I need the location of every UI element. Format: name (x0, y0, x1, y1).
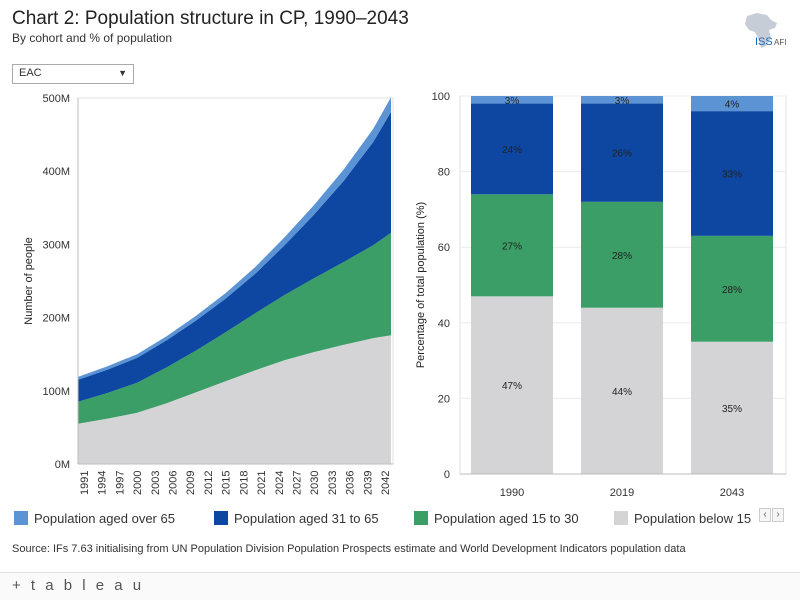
tableau-footer: + t a b l e a u (0, 572, 800, 600)
bar-data-label: 24% (502, 145, 522, 156)
area-x-tick: 2012 (203, 471, 215, 495)
area-y-tick: 400M (42, 166, 70, 178)
bar-segment (691, 111, 773, 236)
chart-title: Chart 2: Population structure in CP, 199… (12, 8, 409, 29)
bar-y-tick: 60 (438, 242, 450, 254)
legend-swatch-below-15 (614, 511, 628, 525)
bar-segment (471, 96, 553, 104)
region-dropdown-value: EAC (19, 67, 42, 79)
area-x-tick: 2009 (185, 471, 197, 495)
legend-next-button[interactable]: › (772, 508, 784, 522)
bar-y-tick: 100 (432, 91, 450, 103)
chart-subtitle: By cohort and % of population (12, 31, 173, 45)
bar-x-tick: 1990 (500, 487, 524, 499)
area-x-tick: 2003 (150, 471, 162, 495)
legend-swatch-over-65 (14, 511, 28, 525)
legend-swatch-31-65 (214, 511, 228, 525)
legend-label: Population aged 31 to 65 (234, 511, 379, 526)
bar-data-label: 47% (502, 381, 522, 392)
bar-segment (581, 307, 663, 474)
area-x-tick: 2042 (380, 471, 392, 495)
area-x-tick: 2021 (256, 471, 268, 495)
legend-prev-button[interactable]: ‹ (759, 508, 771, 522)
area-x-tick: 1994 (97, 471, 109, 495)
bar-data-label: 28% (612, 251, 632, 262)
bar-y-tick: 40 (438, 318, 450, 330)
bar-segment (581, 96, 663, 104)
area-x-tick: 1991 (79, 471, 91, 495)
area-y-axis-title: Number of people (23, 237, 35, 324)
tableau-logo[interactable]: + t a b l e a u (12, 577, 145, 594)
area-y-tick: 300M (42, 239, 70, 251)
legend-swatch-15-30 (414, 511, 428, 525)
bar-segment (691, 235, 773, 342)
bar-segment (691, 96, 773, 112)
bar-x-tick: 2043 (720, 487, 744, 499)
bar-data-label: 28% (722, 285, 742, 296)
area-x-tick: 2024 (274, 471, 286, 495)
iss-africa-logo: ISS AFI (745, 13, 786, 48)
bar-data-label: 27% (502, 241, 522, 252)
bar-x-tick: 2019 (610, 487, 634, 499)
area-x-tick: 2039 (362, 471, 374, 495)
bar-segment (581, 103, 663, 202)
area-series-2 (78, 111, 391, 402)
bar-data-label: 44% (612, 387, 632, 398)
legend-label: Population below 15 (634, 511, 752, 526)
area-x-tick: 2027 (292, 471, 304, 495)
region-dropdown[interactable]: EAC ▼ (12, 64, 134, 84)
bar-data-label: 35% (722, 404, 742, 415)
area-x-tick: 2033 (327, 471, 339, 495)
source-note: Source: IFs 7.63 initialising from UN Po… (12, 543, 686, 555)
charts-area: 0M 100M 200M 300M 400M 500M 1991 1994 1997 2000 20… (23, 91, 787, 499)
area-x-tick: 2036 (345, 471, 357, 495)
bar-segment (691, 341, 773, 474)
area-x-tick: 2015 (221, 471, 233, 495)
bar-segment (471, 194, 553, 297)
area-y-tick: 0M (55, 459, 70, 471)
area-x-tick: 1997 (114, 471, 126, 495)
chevron-down-icon: ▼ (118, 68, 127, 78)
bar-y-tick: 0 (444, 469, 450, 481)
bar-data-label: 3% (615, 96, 630, 107)
bar-data-label: 33% (722, 169, 742, 180)
area-x-tick: 2018 (238, 471, 250, 495)
bar-data-label: 26% (612, 149, 632, 160)
area-y-tick: 100M (42, 386, 70, 398)
area-y-tick: 200M (42, 313, 70, 325)
bar-y-tick: 80 (438, 167, 450, 179)
bar-data-label: 3% (505, 96, 520, 107)
area-x-tick: 2000 (132, 471, 144, 495)
logo-suffix: AFI (774, 38, 786, 47)
bar-y-tick: 20 (438, 393, 450, 405)
bar-segment (471, 103, 553, 195)
bar-data-label: 4% (725, 100, 740, 111)
legend-label: Population aged over 65 (34, 511, 175, 526)
logo-text: ISS (755, 36, 773, 48)
area-series-0 (78, 335, 391, 464)
bar-segment (471, 296, 553, 474)
area-x-tick: 2006 (167, 471, 179, 495)
legend-label: Population aged 15 to 30 (434, 511, 579, 526)
legend: Population aged over 65 Population aged … (0, 505, 800, 531)
bar-segment (581, 201, 663, 308)
area-series-1 (78, 232, 391, 424)
bar-y-axis-title: Percentage of total population (%) (415, 202, 427, 368)
area-y-tick: 500M (42, 93, 70, 105)
africa-map-icon (745, 13, 777, 48)
area-x-tick: 2030 (309, 471, 321, 495)
